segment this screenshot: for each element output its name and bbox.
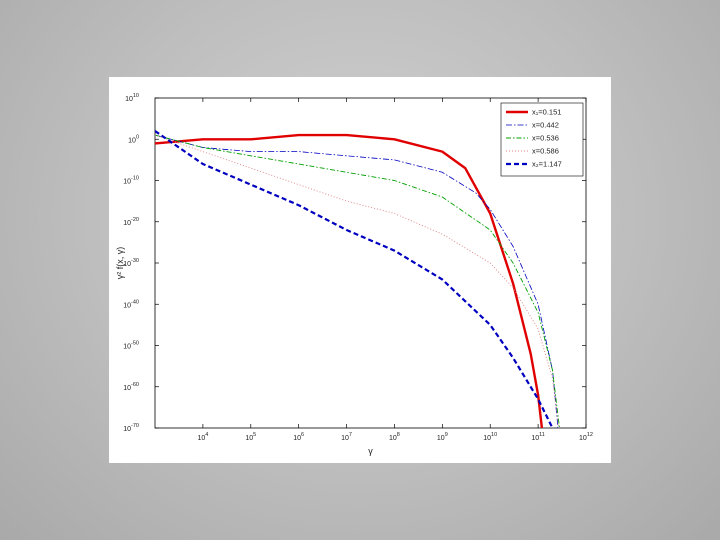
x-tick-label: 104 (197, 432, 208, 442)
legend-label: x=0.442 (532, 121, 559, 130)
y-tick-label: 10-30 (123, 258, 139, 268)
series-line-2 (155, 134, 559, 428)
x-tick-label: 107 (341, 432, 352, 442)
y-tick-label: 10-40 (123, 299, 139, 309)
y-tick-label: 10-50 (123, 341, 139, 351)
y-tick-label: 100 (128, 134, 139, 144)
legend-label: x=0.536 (532, 134, 559, 143)
plot-area: 104 105 106 107 108 109 1010 1011 1012 1010 100 10-… (123, 93, 593, 442)
legend: x₁=0.151 x=0.442 x=0.536 x=0.586 x₂=1.147 (500, 102, 584, 177)
y-tick-label: 10-20 (123, 217, 139, 227)
series-line-4 (155, 134, 560, 428)
x-tick-label: 109 (437, 432, 448, 442)
x-tick-label: 108 (389, 432, 400, 442)
series-line-1 (155, 133, 544, 428)
x-tick-label: 1012 (579, 432, 593, 442)
legend-label: x₁=0.151 (532, 108, 561, 117)
series-line-3 (155, 134, 560, 428)
y-tick-label: 10-10 (123, 176, 139, 186)
chart: 104 105 106 107 108 109 1010 1011 1012 1010 100 10-… (115, 93, 593, 456)
figure-panel: 104 105 106 107 108 109 1010 1011 1012 1010 100 10-… (109, 77, 611, 463)
y-tick-label: 10-60 (123, 382, 139, 392)
legend-label: x₂=1.147 (532, 160, 562, 169)
x-tick-label: 1011 (531, 432, 545, 442)
x-axis-label: γ (368, 446, 373, 456)
x-tick-label: 105 (245, 432, 256, 442)
series-line-5 (155, 130, 554, 428)
x-tick-label: 106 (293, 432, 304, 442)
x-tick-label: 1010 (483, 432, 497, 442)
y-tick-label: 10-70 (123, 423, 139, 433)
y-tick-label: 1010 (125, 93, 139, 103)
ticks-layer: 104 105 106 107 108 109 1010 1011 1012 1010 100 10-… (123, 93, 593, 442)
y-axis-label: γ² f(x, γ) (115, 247, 125, 280)
legend-label: x=0.586 (532, 147, 559, 156)
series-layer (155, 130, 560, 428)
